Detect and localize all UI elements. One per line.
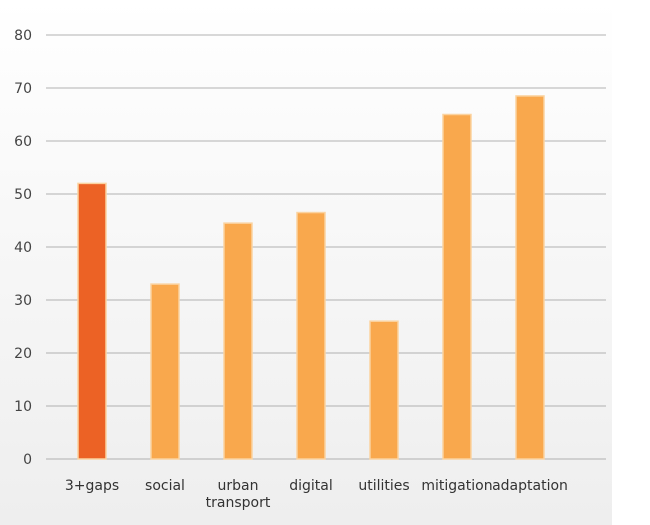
x-axis-category-labels: 3+gaps social urban transport digital utiliti… [65, 478, 568, 511]
y-tick-label: 50 [14, 187, 32, 203]
y-tick-label: 60 [14, 134, 32, 150]
y-axis-tick-labels: 0 10 20 30 40 50 60 70 80 [14, 28, 32, 468]
gridlines [46, 34, 606, 460]
x-category-label: adaptation [492, 478, 568, 494]
bar-digital [296, 211, 326, 460]
x-category-label-line: social [145, 478, 185, 494]
x-category-label: 3+gaps [65, 478, 119, 494]
y-tick-label: 40 [14, 240, 32, 256]
x-category-label: mitigation [421, 478, 492, 494]
y-tick-label: 20 [14, 346, 32, 362]
x-category-label-line: urban [218, 478, 259, 494]
x-category-label-line: utilities [358, 478, 409, 494]
x-category-label: utilities [358, 478, 409, 494]
x-category-label-line: mitigation [421, 478, 492, 494]
bar-urban-transport [223, 222, 253, 460]
bar-social [150, 283, 180, 460]
x-category-label: urban transport [206, 478, 271, 511]
y-tick-label: 70 [14, 81, 32, 97]
bar-adaptation [515, 95, 545, 460]
x-category-label-line: transport [206, 495, 271, 511]
y-tick-label: 0 [23, 452, 32, 468]
x-category-label: digital [289, 478, 333, 494]
y-tick-label: 30 [14, 293, 32, 309]
x-category-label-line: digital [289, 478, 333, 494]
x-category-label-line: 3+gaps [65, 478, 119, 494]
x-category-label: social [145, 478, 185, 494]
bar-mitigation [442, 113, 472, 460]
y-tick-label: 80 [14, 28, 32, 44]
x-category-label-line: adaptation [492, 478, 568, 494]
y-tick-label: 10 [14, 399, 32, 415]
bar-utilities [369, 320, 399, 460]
bars [77, 95, 545, 460]
bar-3+gaps [77, 182, 107, 460]
